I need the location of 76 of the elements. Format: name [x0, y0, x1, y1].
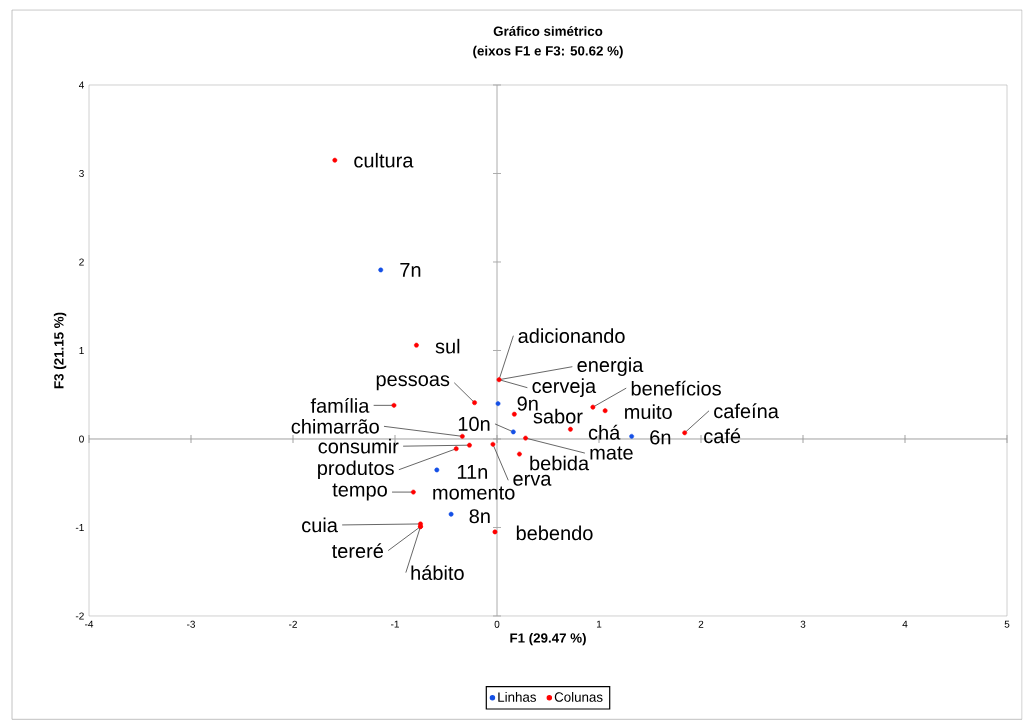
point [496, 377, 502, 383]
point [629, 433, 635, 439]
point [568, 426, 573, 432]
point [434, 467, 440, 473]
point [459, 433, 465, 439]
x-tick-label: 4 [902, 620, 908, 628]
x-tick-label: 5 [1004, 620, 1010, 628]
annotation: 6n [650, 430, 671, 445]
annotation: chá [588, 424, 621, 440]
annotation: hábito [411, 565, 464, 581]
point [495, 401, 501, 406]
annotation: tempo [332, 483, 387, 501]
y-tick-label: -1 [75, 524, 84, 531]
annotation: 11n [457, 465, 488, 479]
annotation: tereré [331, 543, 384, 559]
annotation: energia [577, 357, 644, 377]
point [472, 400, 477, 406]
y-tick-label: 3 [79, 169, 84, 178]
annotation: cuia [302, 517, 338, 533]
annotation: sul [435, 338, 460, 354]
annotation: consumir [318, 438, 399, 454]
point [523, 435, 528, 441]
legend-label: Linhas [498, 692, 537, 702]
annotation: cultura [354, 152, 414, 168]
point [490, 441, 496, 447]
annotation: 8n [469, 509, 490, 524]
y-tick-label: -2 [75, 612, 84, 620]
point [492, 529, 498, 535]
annotation: café [704, 428, 741, 444]
x-axis-title: F1 (29.47 %) [510, 632, 586, 646]
x-tick-label: 2 [698, 620, 704, 628]
annotation: família [310, 397, 370, 413]
x-tick-label: -1 [391, 620, 399, 628]
chart-title: Gráfico simétrico [493, 26, 603, 36]
x-tick-label: 0 [494, 620, 500, 628]
point [517, 451, 522, 457]
chart-subtitle: (eixos F1 e F3: 50.62 %) [473, 45, 623, 59]
point [414, 342, 419, 348]
annotation: erva [513, 474, 552, 486]
annotation: produtos [318, 460, 394, 480]
annotation: benefícios [631, 380, 721, 396]
legend-label: Colunas [554, 692, 603, 702]
point [332, 157, 338, 163]
point [682, 430, 688, 436]
annotation: mate [590, 446, 633, 460]
annotation: 7n [400, 263, 421, 277]
annotation: muito [625, 404, 672, 420]
point [391, 402, 397, 408]
point [448, 511, 454, 517]
point [510, 429, 516, 435]
y-tick-label: 2 [79, 258, 84, 266]
point [410, 489, 416, 495]
annotation: 10n [458, 416, 490, 431]
x-tick-label: -4 [85, 620, 94, 628]
y-axis-title: F3 (21.15 %) [53, 312, 67, 389]
x-tick-label: 3 [800, 620, 806, 628]
y-tick-label: 1 [79, 347, 84, 354]
point [467, 442, 472, 448]
point [453, 446, 459, 452]
x-tick-label: 1 [596, 620, 602, 628]
annotation: bebendo [516, 525, 593, 541]
point [511, 411, 517, 417]
annotation: bebida [530, 455, 590, 471]
point [602, 408, 608, 414]
y-tick-label: 0 [79, 435, 84, 443]
annotation: cerveja [532, 378, 597, 398]
point [378, 267, 384, 273]
annotation: chimarrão [291, 418, 379, 434]
annotation: momento [433, 486, 515, 500]
annotation: adicionando [518, 328, 625, 344]
x-tick-label: -2 [289, 620, 297, 628]
annotation: pessoas [376, 375, 450, 391]
annotation: cafeína [714, 403, 779, 419]
point [590, 404, 596, 410]
y-tick-label: 4 [78, 81, 85, 89]
x-tick-label: -3 [187, 620, 196, 628]
